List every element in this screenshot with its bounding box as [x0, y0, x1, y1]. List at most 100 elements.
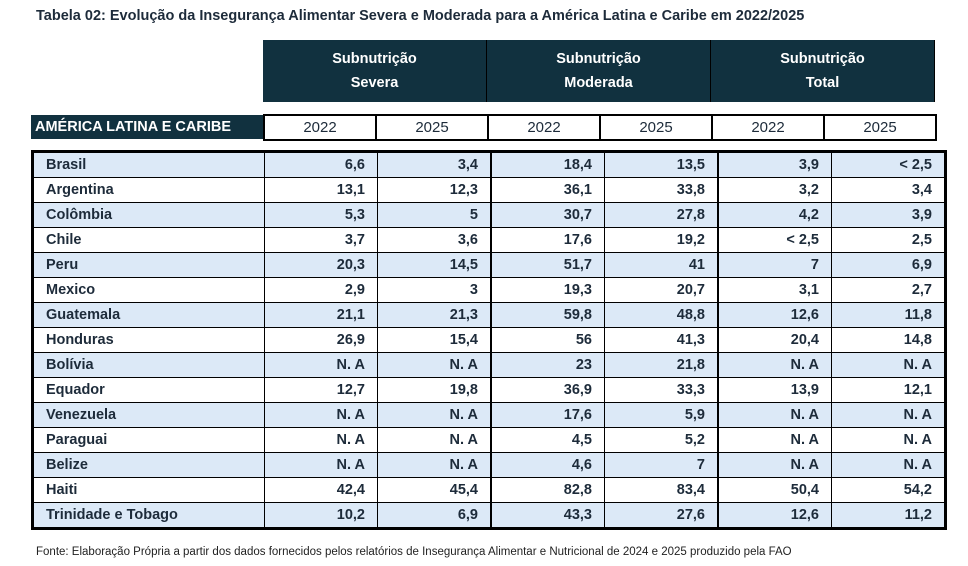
- value-cell: 41: [604, 252, 719, 278]
- value-cell: N. A: [717, 352, 832, 378]
- value-cell: 3,7: [264, 227, 378, 253]
- value-cell: 19,8: [377, 377, 492, 403]
- value-cell: 17,6: [490, 402, 605, 428]
- year-header: 2022 2025 2022 2025 2022 2025: [263, 114, 937, 141]
- value-cell: N. A: [264, 352, 378, 378]
- country-cell: Bolívia: [32, 352, 265, 378]
- value-cell: 7: [717, 252, 832, 278]
- value-cell: N. A: [831, 402, 946, 428]
- value-cell: 3: [377, 277, 492, 303]
- value-cell: 3,4: [831, 177, 946, 203]
- source-note: Fonte: Elaboração Própria a partir dos d…: [36, 546, 792, 558]
- value-cell: N. A: [264, 452, 378, 478]
- value-cell: 15,4: [377, 327, 492, 353]
- year-cell: 2022: [489, 116, 601, 139]
- group-header-moderada: Subnutrição Moderada: [487, 40, 711, 102]
- value-cell: N. A: [831, 427, 946, 453]
- year-cell: 2022: [265, 116, 377, 139]
- value-cell: 59,8: [490, 302, 605, 328]
- table-row: Argentina 13,1 12,3 36,1 33,8 3,2 3,4: [32, 177, 946, 203]
- table-row: Trinidade e Tobago 10,2 6,9 43,3 27,6 12,6 11,…: [32, 502, 946, 529]
- value-cell: < 2,5: [831, 151, 946, 178]
- table-row: Guatemala 21,1 21,3 59,8 48,8 12,6 11,8: [32, 302, 946, 328]
- data-table: Brasil 6,6 3,4 18,4 13,5 3,9 < 2,5 Argentina 13,…: [31, 150, 947, 530]
- value-cell: N. A: [264, 427, 378, 453]
- country-cell: Brasil: [32, 151, 265, 178]
- value-cell: 51,7: [490, 252, 605, 278]
- value-cell: 19,3: [490, 277, 605, 303]
- value-cell: 7: [604, 452, 719, 478]
- table-title: Tabela 02: Evolução da Insegurança Alime…: [36, 8, 805, 24]
- value-cell: 10,2: [264, 502, 378, 529]
- value-cell: 6,9: [377, 502, 492, 529]
- value-cell: < 2,5: [717, 227, 832, 253]
- value-cell: 27,8: [604, 202, 719, 228]
- country-cell: Colômbia: [32, 202, 265, 228]
- value-cell: 5: [377, 202, 492, 228]
- value-cell: 82,8: [490, 477, 605, 503]
- table-row: Honduras 26,9 15,4 56 41,3 20,4 14,8: [32, 327, 946, 353]
- value-cell: N. A: [717, 427, 832, 453]
- value-cell: 4,6: [490, 452, 605, 478]
- value-cell: N. A: [717, 402, 832, 428]
- value-cell: N. A: [264, 402, 378, 428]
- value-cell: 11,8: [831, 302, 946, 328]
- table-row: Bolívia N. A N. A 23 21,8 N. A N. A: [32, 352, 946, 378]
- value-cell: 33,3: [604, 377, 719, 403]
- value-cell: 36,1: [490, 177, 605, 203]
- value-cell: 21,1: [264, 302, 378, 328]
- country-cell: Equador: [32, 377, 265, 403]
- value-cell: 83,4: [604, 477, 719, 503]
- country-cell: Guatemala: [32, 302, 265, 328]
- value-cell: 20,4: [717, 327, 832, 353]
- value-cell: 50,4: [717, 477, 832, 503]
- value-cell: 12,3: [377, 177, 492, 203]
- value-cell: 4,2: [717, 202, 832, 228]
- table-row: Peru 20,3 14,5 51,7 41 7 6,9: [32, 252, 946, 278]
- value-cell: 4,5: [490, 427, 605, 453]
- year-cell: 2025: [863, 119, 897, 136]
- group-header: Subnutrição Severa Subnutrição Moderada …: [263, 40, 935, 102]
- country-cell: Peru: [32, 252, 265, 278]
- table-row: Colômbia 5,3 5 30,7 27,8 4,2 3,9: [32, 202, 946, 228]
- value-cell: N. A: [831, 452, 946, 478]
- value-cell: 3,1: [717, 277, 832, 303]
- value-cell: 12,7: [264, 377, 378, 403]
- value-cell: 11,2: [831, 502, 946, 529]
- value-cell: 45,4: [377, 477, 492, 503]
- country-cell: Mexico: [32, 277, 265, 303]
- value-cell: 48,8: [604, 302, 719, 328]
- value-cell: 17,6: [490, 227, 605, 253]
- value-cell: 6,6: [264, 151, 378, 178]
- value-cell: 12,1: [831, 377, 946, 403]
- value-cell: 13,5: [604, 151, 719, 178]
- value-cell: 2,5: [831, 227, 946, 253]
- group-header-severa: Subnutrição Severa: [263, 40, 487, 102]
- value-cell: 20,3: [264, 252, 378, 278]
- value-cell: 21,8: [604, 352, 719, 378]
- table-row: Brasil 6,6 3,4 18,4 13,5 3,9 < 2,5: [32, 151, 946, 178]
- year-cell: 2025: [601, 116, 713, 139]
- year-cell: 2025: [377, 116, 489, 139]
- country-cell: Trinidade e Tobago: [32, 502, 265, 529]
- country-cell: Venezuela: [32, 402, 265, 428]
- value-cell: N. A: [377, 352, 492, 378]
- value-cell: N. A: [377, 402, 492, 428]
- value-cell: N. A: [377, 452, 492, 478]
- value-cell: 30,7: [490, 202, 605, 228]
- value-cell: 13,1: [264, 177, 378, 203]
- country-cell: Haiti: [32, 477, 265, 503]
- value-cell: 5,3: [264, 202, 378, 228]
- value-cell: 43,3: [490, 502, 605, 529]
- country-cell: Belize: [32, 452, 265, 478]
- table-row: Paraguai N. A N. A 4,5 5,2 N. A N. A: [32, 427, 946, 453]
- value-cell: 5,9: [604, 402, 719, 428]
- value-cell: 3,6: [377, 227, 492, 253]
- value-cell: 41,3: [604, 327, 719, 353]
- value-cell: N. A: [717, 452, 832, 478]
- table-row: Haiti 42,4 45,4 82,8 83,4 50,4 54,2: [32, 477, 946, 503]
- table-row: Mexico 2,9 3 19,3 20,7 3,1 2,7: [32, 277, 946, 303]
- value-cell: 14,8: [831, 327, 946, 353]
- value-cell: 12,6: [717, 502, 832, 529]
- table-row: Equador 12,7 19,8 36,9 33,3 13,9 12,1: [32, 377, 946, 403]
